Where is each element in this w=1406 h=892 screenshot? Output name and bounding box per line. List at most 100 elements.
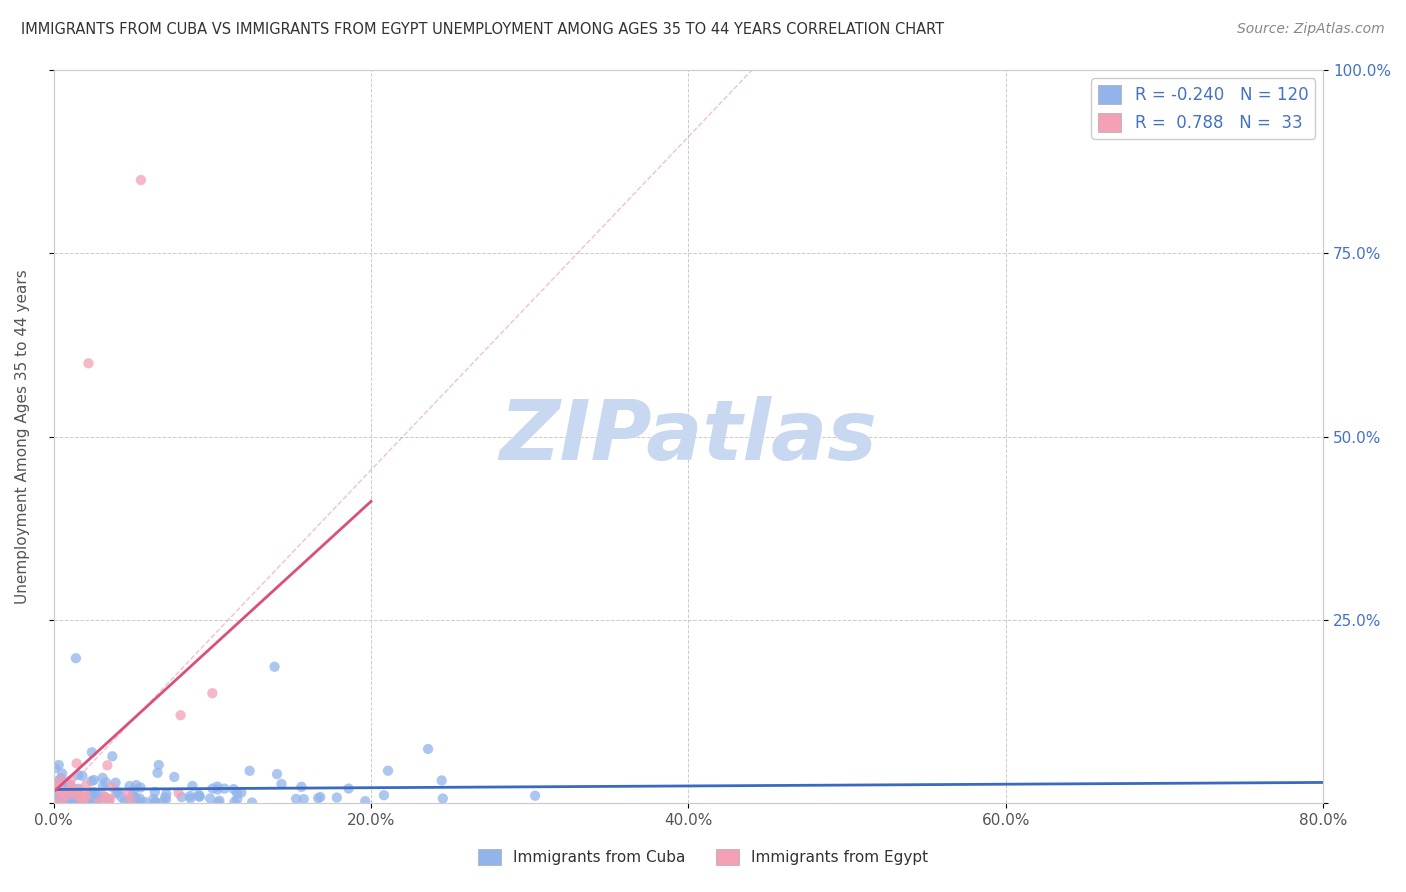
Point [44, 761, 66, 775]
Point [181, 779, 204, 793]
Point [52, 783, 75, 797]
Point [377, 764, 399, 778]
Point [155, 792, 177, 806]
Point [59, 796, 82, 810]
Point [118, 779, 141, 793]
Point [266, 767, 288, 781]
Point [118, 794, 141, 808]
Point [63, 789, 86, 804]
Point [432, 791, 454, 805]
Point [201, 781, 224, 796]
Point [124, 793, 146, 807]
Point [188, 789, 211, 804]
Point [153, 790, 176, 805]
Point [240, 796, 263, 810]
Point [93, 789, 115, 804]
Point [65, 787, 87, 801]
Point [65, 795, 87, 809]
Point [207, 782, 229, 797]
Point [59, 779, 82, 793]
Point [77, 796, 100, 810]
Point [93, 789, 115, 804]
Point [101, 749, 124, 764]
Point [48, 789, 70, 804]
Point [155, 787, 177, 801]
Point [226, 786, 249, 800]
Point [49, 796, 72, 810]
Point [62, 796, 84, 810]
Point [62, 789, 84, 804]
Point [80, 774, 103, 789]
Point [131, 796, 153, 810]
Point [65, 756, 87, 771]
Point [222, 782, 245, 797]
Point [56, 788, 79, 802]
Point [46, 774, 69, 789]
Point [125, 790, 148, 805]
Point [49, 787, 72, 801]
Point [62, 794, 84, 808]
Point [207, 796, 229, 810]
Point [65, 651, 87, 665]
Point [83, 785, 105, 799]
Point [309, 790, 332, 805]
Point [326, 790, 349, 805]
Point [52, 793, 75, 807]
Point [67, 789, 90, 804]
Point [83, 772, 105, 787]
Point [270, 777, 292, 791]
Point [51, 766, 73, 780]
Point [143, 785, 166, 799]
Point [129, 173, 152, 187]
Point [45, 781, 67, 796]
Point [49, 773, 72, 788]
Point [46, 782, 69, 797]
Text: IMMIGRANTS FROM CUBA VS IMMIGRANTS FROM EGYPT UNEMPLOYMENT AMONG AGES 35 TO 44 Y: IMMIGRANTS FROM CUBA VS IMMIGRANTS FROM … [21, 22, 945, 37]
Point [72, 769, 94, 783]
Point [80, 745, 103, 759]
Point [56, 789, 79, 804]
Point [84, 796, 107, 810]
Point [263, 659, 285, 673]
Point [70, 789, 93, 803]
Point [62, 787, 84, 801]
Point [87, 796, 110, 810]
Point [56, 780, 79, 794]
Point [145, 795, 167, 809]
Point [128, 791, 150, 805]
Point [101, 780, 124, 794]
Point [120, 792, 142, 806]
Point [80, 785, 103, 799]
Point [104, 775, 127, 789]
Point [292, 792, 315, 806]
Point [45, 779, 67, 793]
Point [97, 795, 120, 809]
Point [75, 787, 97, 801]
Point [430, 773, 453, 788]
Point [150, 796, 173, 810]
Point [373, 788, 395, 802]
Point [337, 781, 360, 796]
Point [77, 356, 100, 370]
Point [84, 785, 107, 799]
Point [86, 796, 108, 810]
Point [45, 796, 67, 810]
Point [148, 758, 170, 772]
Point [179, 789, 201, 804]
Point [51, 779, 73, 793]
Point [97, 791, 120, 805]
Point [45, 776, 67, 790]
Point [285, 792, 308, 806]
Point [125, 778, 148, 792]
Point [56, 792, 79, 806]
Point [224, 795, 246, 809]
Point [146, 765, 169, 780]
Point [167, 786, 190, 800]
Point [122, 782, 145, 797]
Point [73, 791, 96, 805]
Point [354, 794, 377, 808]
Point [91, 780, 114, 794]
Legend: Immigrants from Cuba, Immigrants from Egypt: Immigrants from Cuba, Immigrants from Eg… [472, 843, 934, 871]
Point [87, 788, 110, 802]
Point [49, 783, 72, 797]
